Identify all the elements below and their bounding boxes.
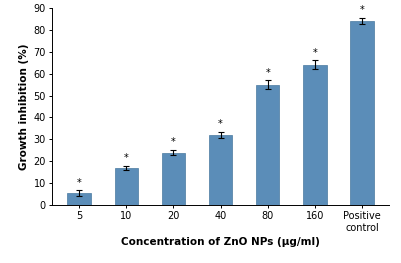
Text: *: * <box>124 153 129 163</box>
Text: *: * <box>360 5 364 15</box>
Bar <box>256 85 279 205</box>
Bar <box>209 135 232 205</box>
Bar <box>350 21 374 205</box>
Text: *: * <box>77 178 81 188</box>
Bar <box>67 193 91 205</box>
Text: *: * <box>265 68 270 78</box>
Text: *: * <box>218 119 223 129</box>
Bar <box>303 65 326 205</box>
Text: *: * <box>171 137 176 147</box>
Y-axis label: Growth inhibition (%): Growth inhibition (%) <box>19 43 29 170</box>
X-axis label: Concentration of ZnO NPs (μg/ml): Concentration of ZnO NPs (μg/ml) <box>121 237 320 247</box>
Text: *: * <box>312 48 317 58</box>
Bar <box>115 168 138 205</box>
Bar <box>162 153 185 205</box>
